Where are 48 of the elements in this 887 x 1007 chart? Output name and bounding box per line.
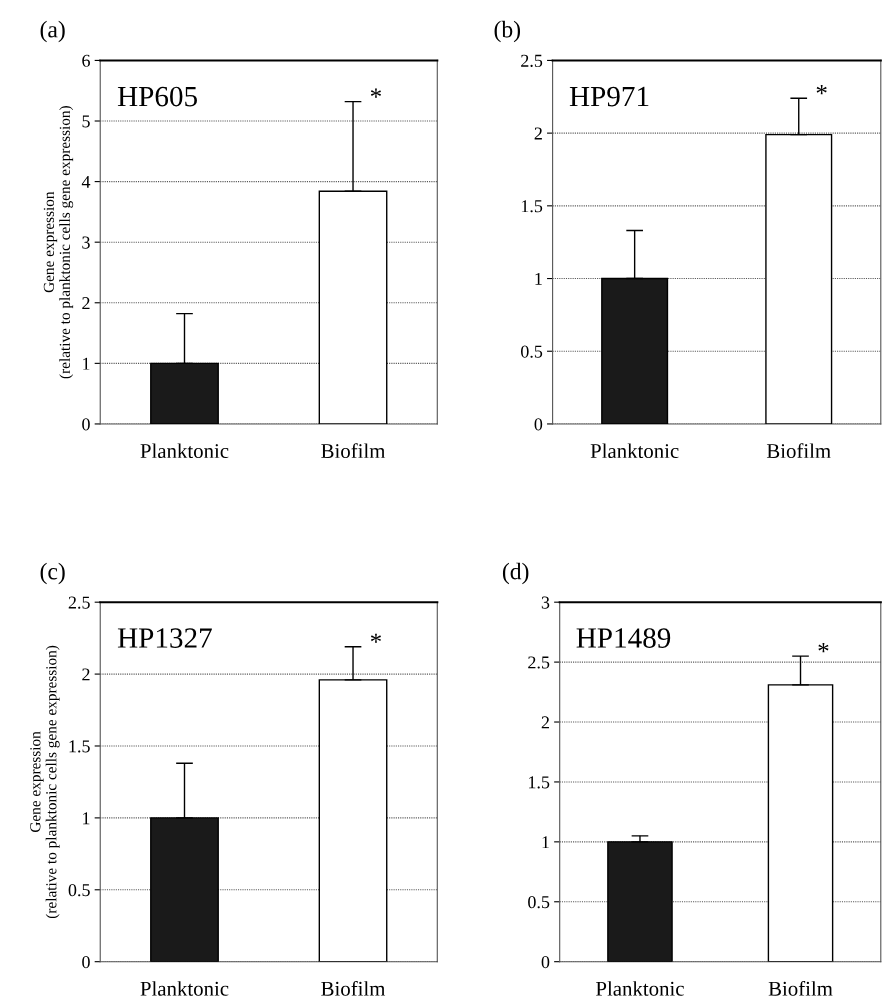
y-tick-label: 2.5 [521,54,543,67]
annotation: * [816,85,827,95]
y-tick-label: 1 [83,357,90,370]
chart-title: (c) [40,562,65,585]
y-tick-label: 0 [534,418,543,431]
y-tick-label: 1 [83,812,90,825]
y-tick-label: 4 [81,175,91,188]
annotation: HP1327 [117,628,212,648]
y-tick-label: 0 [541,955,550,969]
chart-title: (d) [502,562,529,585]
x-tick-label: Planktonic [140,981,229,996]
y-tick-label: 2 [534,127,542,140]
y-tick-label: 0.5 [68,884,90,897]
y-tick-label: 6 [82,54,90,67]
x-tick-label: Biofilm [768,980,833,996]
x-tick-label: Planktonic [590,443,679,459]
y-axis-title: Gene expression (relative to planktonic cells gene expression) [30,645,60,919]
x-tick-label: Biofilm [321,443,386,459]
x-tick-label: Biofilm [766,443,831,459]
y-tick-label: 2 [541,716,549,729]
x-tick-label: Planktonic [596,981,684,996]
y-tick-label: 3 [541,596,550,609]
y-tick-label: 1.5 [521,200,543,213]
y-tick-label: 5 [82,115,90,128]
y-tick-label: 2 [82,668,90,681]
y-tick-label: 0 [82,955,90,969]
annotation: HP971 [569,86,649,107]
annotation: HP1489 [576,628,671,648]
y-tick-label: 2 [82,297,90,310]
y-tick-label: 0.5 [528,896,550,909]
y-tick-label: 1.5 [69,740,90,753]
x-tick-label: Biofilm [321,980,386,996]
x-tick-label: Planktonic [140,443,229,459]
y-tick-label: 0.5 [521,345,543,358]
y-tick-label: 1 [535,272,542,285]
y-tick-label: 1 [542,836,549,849]
y-tick-label: 2.5 [528,656,550,669]
y-tick-label: 1.5 [528,776,550,789]
y-tick-label: 2.5 [68,596,90,609]
y-tick-label: 0 [82,418,90,431]
annotation: HP605 [117,86,197,107]
annotation: * [370,88,381,98]
y-tick-label: 3 [82,236,90,249]
annotation: * [818,642,829,653]
y-axis-title: Gene expression (relative to planktonic cells gene expression) [43,106,74,379]
annotation: * [370,633,381,643]
chart-title: (a) [40,20,65,43]
chart-title: (b) [494,20,521,43]
